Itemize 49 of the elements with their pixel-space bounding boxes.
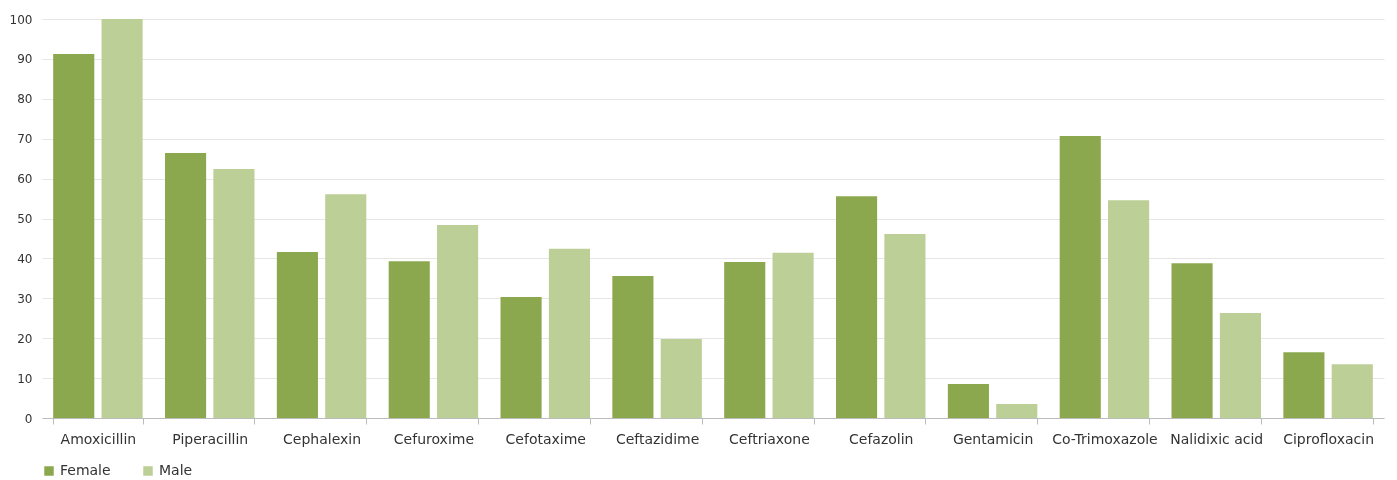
bar (1108, 200, 1150, 418)
y-tick-label: 30 (17, 291, 33, 306)
y-tick-label: 50 (17, 212, 33, 226)
bar (548, 248, 590, 418)
bar (660, 339, 702, 418)
y-tick-label: 10 (17, 371, 33, 386)
y-tick-label: 80 (17, 92, 33, 107)
x-tick-label: Cefotaxime (505, 430, 586, 447)
bar (276, 252, 318, 418)
bar (500, 297, 542, 418)
x-tick-label: Gentamicin (952, 430, 1034, 447)
y-tick-label: 70 (17, 132, 33, 147)
y-tick-label: 100 (9, 12, 33, 27)
bar (772, 252, 814, 418)
x-tick-label: Cefazolin (849, 430, 914, 447)
x-tick-label: Ceftriaxone (729, 430, 810, 447)
bar (612, 275, 654, 418)
legend-label: Female (60, 462, 111, 478)
x-tick-label: Amoxicillin (60, 430, 137, 447)
x-tick-label: Cephalexin (283, 430, 362, 447)
y-tick-label: 0 (24, 411, 33, 426)
bar (388, 261, 430, 418)
bar (1331, 364, 1373, 418)
y-tick-label: 60 (17, 172, 33, 187)
bar (165, 153, 207, 418)
bar (101, 19, 143, 418)
bar (1171, 263, 1213, 418)
x-tick-label: Nalidixic acid (1170, 430, 1264, 447)
x-tick-label: Co-Trimoxazole (1052, 430, 1158, 447)
y-tick-label: 20 (17, 331, 33, 346)
bar (1059, 135, 1101, 418)
y-tick-label: 90 (17, 52, 33, 67)
bar (53, 54, 95, 418)
x-tick-label: Piperacillin (172, 430, 249, 447)
bar (213, 169, 255, 418)
bar (996, 404, 1038, 418)
x-tick-label: Ceftazidime (615, 430, 700, 447)
legend-label: Male (159, 462, 193, 478)
bar (1219, 313, 1261, 418)
x-tick-label: Cefuroxime (393, 430, 475, 447)
bar (836, 196, 878, 418)
bar (1283, 352, 1325, 418)
bar (884, 234, 926, 418)
x-tick-label: Ciprofloxacin (1283, 430, 1375, 447)
bar (947, 384, 989, 418)
bar (325, 194, 367, 418)
bar (437, 224, 479, 418)
bar (724, 261, 766, 418)
y-tick-label: 40 (17, 251, 33, 266)
